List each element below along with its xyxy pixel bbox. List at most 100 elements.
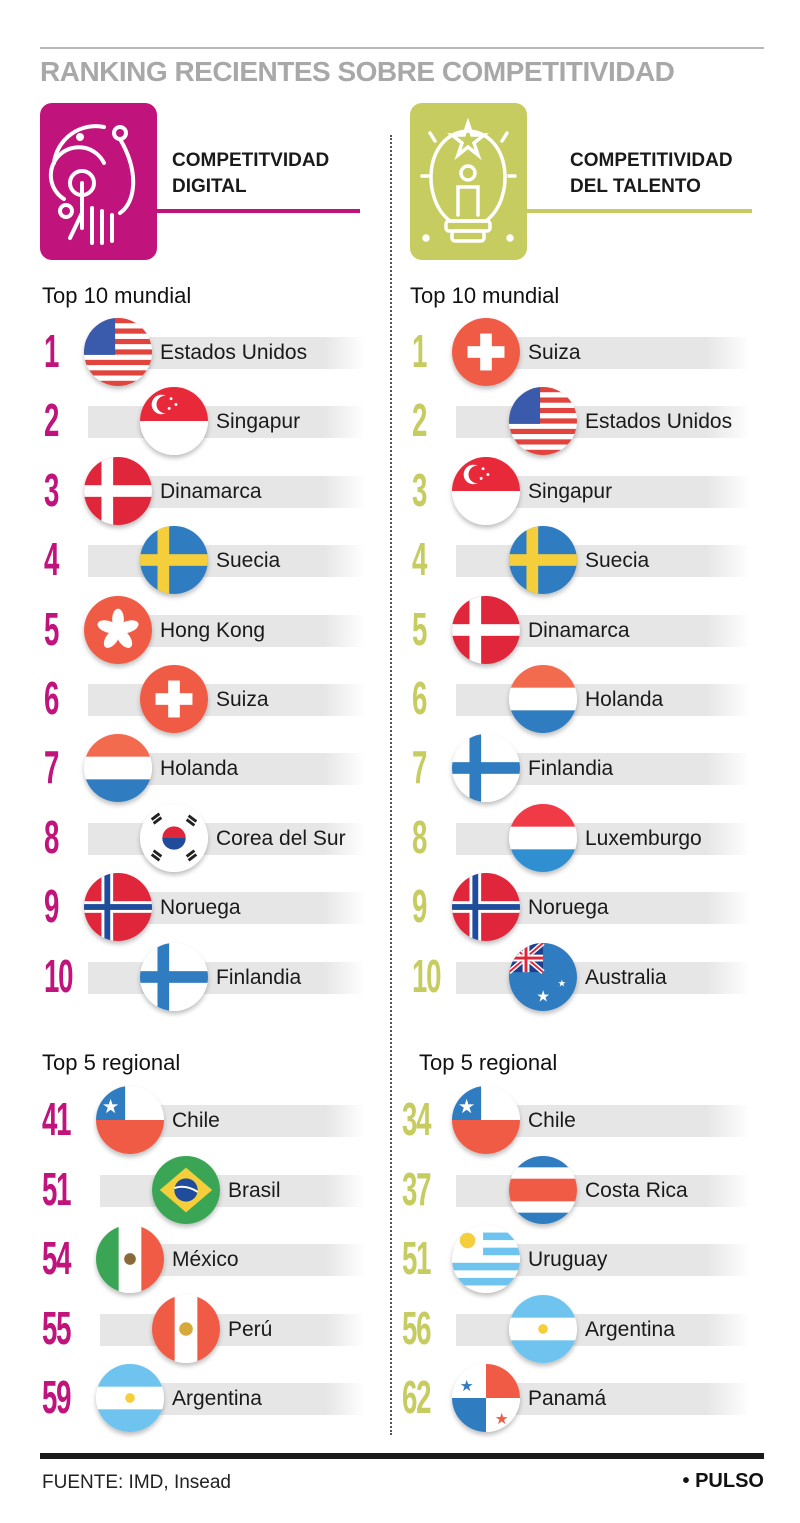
- country-name: Finlandia: [528, 757, 614, 781]
- rank-number: 37: [402, 1162, 432, 1215]
- sg-flag-icon: [452, 456, 520, 525]
- uy-flag-icon: [452, 1225, 520, 1293]
- country-name: Perú: [228, 1317, 273, 1341]
- digital-heading-line1: COMPETITVIDAD: [172, 150, 330, 171]
- rank-bar: [456, 1174, 750, 1207]
- rank-number: 10: [412, 949, 442, 1002]
- digital-heading-rule: [157, 209, 360, 213]
- rank-number: 1: [412, 325, 427, 377]
- page-title: RANKING RECIENTES SOBRE COMPETITIVIDAD: [40, 56, 675, 87]
- digital-world-row: 2 Singapur: [44, 386, 365, 456]
- rank-number: 8: [44, 810, 59, 863]
- country-name: Uruguay: [528, 1248, 608, 1271]
- ch-flag-icon: [140, 665, 208, 733]
- rank-number: 9: [44, 880, 59, 933]
- digital-regional-row: 54 México: [42, 1224, 365, 1294]
- talent-world-row: 10 ★ ★ Australia: [412, 942, 750, 1012]
- lu-flag-icon: [509, 803, 577, 872]
- rank-number: 5: [44, 602, 59, 655]
- rank-number: 3: [44, 463, 59, 516]
- digital-regional-row: 51 Brasil: [42, 1155, 365, 1225]
- rank-bar: [456, 545, 750, 578]
- country-name: Argentina: [585, 1317, 675, 1341]
- nl-flag-icon: [84, 734, 152, 803]
- country-name: Suiza: [528, 341, 581, 364]
- dk-flag-icon: [84, 456, 152, 525]
- rank-bar: [88, 684, 365, 716]
- talent-heading-line1: COMPETITIVIDAD: [570, 150, 733, 171]
- ch-flag-icon: [452, 318, 520, 386]
- digital-regional-label: Top 5 regional: [42, 1050, 181, 1075]
- no-flag-icon: [452, 873, 520, 942]
- no-flag-icon: [84, 873, 152, 942]
- svg-text:★: ★: [536, 988, 550, 1005]
- digital-regional-row: 41 ★ Chile: [42, 1085, 365, 1155]
- rank-number: 41: [42, 1093, 72, 1145]
- brand-logo: • PULSO: [682, 1470, 764, 1492]
- rank-number: 62: [402, 1371, 432, 1423]
- us-flag-icon: [509, 387, 577, 456]
- country-name: Argentina: [172, 1387, 262, 1410]
- rank-number: 4: [412, 533, 427, 586]
- svg-text:★: ★: [458, 1096, 475, 1118]
- country-name: Noruega: [160, 896, 241, 920]
- country-name: Singapur: [216, 410, 301, 434]
- country-name: Costa Rica: [585, 1178, 688, 1202]
- rank-number: 2: [412, 394, 427, 447]
- country-name: Suecia: [585, 549, 650, 573]
- country-name: Holanda: [160, 757, 239, 781]
- country-name: Finlandia: [216, 965, 302, 989]
- talent-world-row: 6 Holanda: [412, 664, 750, 734]
- talent-world-row: 9 Noruega: [412, 872, 750, 942]
- country-name: Luxemburgo: [585, 826, 702, 850]
- country-name: Estados Unidos: [160, 341, 308, 364]
- talent-world-label: Top 10 mundial: [410, 283, 560, 308]
- us-flag-icon: [84, 318, 152, 386]
- rank-number: 10: [44, 949, 74, 1002]
- nl-flag-icon: [509, 665, 577, 733]
- column-divider: [390, 135, 392, 1435]
- digital-world-row: 9 Noruega: [44, 872, 365, 942]
- talent-world-row: 3 Singapur: [412, 456, 750, 526]
- pe-flag-icon: [152, 1294, 220, 1363]
- fi-flag-icon: [140, 942, 208, 1011]
- se-flag-icon: [509, 526, 577, 595]
- rank-number: 54: [42, 1232, 72, 1284]
- country-name: Suiza: [216, 688, 269, 711]
- rank-number: 56: [402, 1301, 432, 1354]
- rank-number: 7: [44, 741, 59, 794]
- bottom-rule: [40, 1453, 764, 1459]
- digital-world-row: 6 Suiza: [44, 664, 365, 734]
- au-flag-icon: ★ ★: [509, 942, 577, 1011]
- rank-number: 6: [412, 672, 427, 724]
- hand-touch-icon: [40, 103, 157, 260]
- rank-bar: [88, 822, 365, 855]
- mx-flag-icon: [96, 1225, 164, 1293]
- source-note: FUENTE: IMD, Insead: [42, 1472, 231, 1493]
- se-flag-icon: [140, 526, 208, 595]
- cl-flag-icon: ★: [96, 1086, 164, 1154]
- talent-regional-row: 37 Costa Rica: [402, 1155, 750, 1225]
- rank-number: 4: [44, 533, 59, 586]
- rank-bar: [456, 822, 750, 855]
- rank-number: 1: [44, 325, 59, 377]
- digital-world-row: 5 Hong Kong: [44, 595, 365, 665]
- rank-bar: [456, 1313, 750, 1346]
- country-name: Dinamarca: [528, 618, 630, 642]
- svg-text:★: ★: [495, 1411, 509, 1428]
- rank-number: 9: [412, 880, 427, 933]
- digital-world-row: 10 Finlandia: [44, 942, 365, 1012]
- digital-regional-row: 55 Perú: [42, 1294, 365, 1364]
- rank-number: 55: [42, 1301, 72, 1354]
- lightbulb-person-icon: [410, 103, 527, 260]
- digital-world-row: 3 Dinamarca: [44, 456, 365, 526]
- rank-number: 2: [44, 394, 59, 447]
- rank-number: 8: [412, 810, 427, 863]
- country-name: Singapur: [528, 479, 613, 503]
- country-name: Corea del Sur: [216, 826, 346, 850]
- talent-regional-row: 62 ★ ★ Panamá: [402, 1363, 750, 1433]
- digital-world-row: 7 Holanda: [44, 733, 365, 803]
- talent-regional-row: 51 Uruguay: [402, 1224, 750, 1294]
- svg-text:★: ★: [102, 1096, 119, 1118]
